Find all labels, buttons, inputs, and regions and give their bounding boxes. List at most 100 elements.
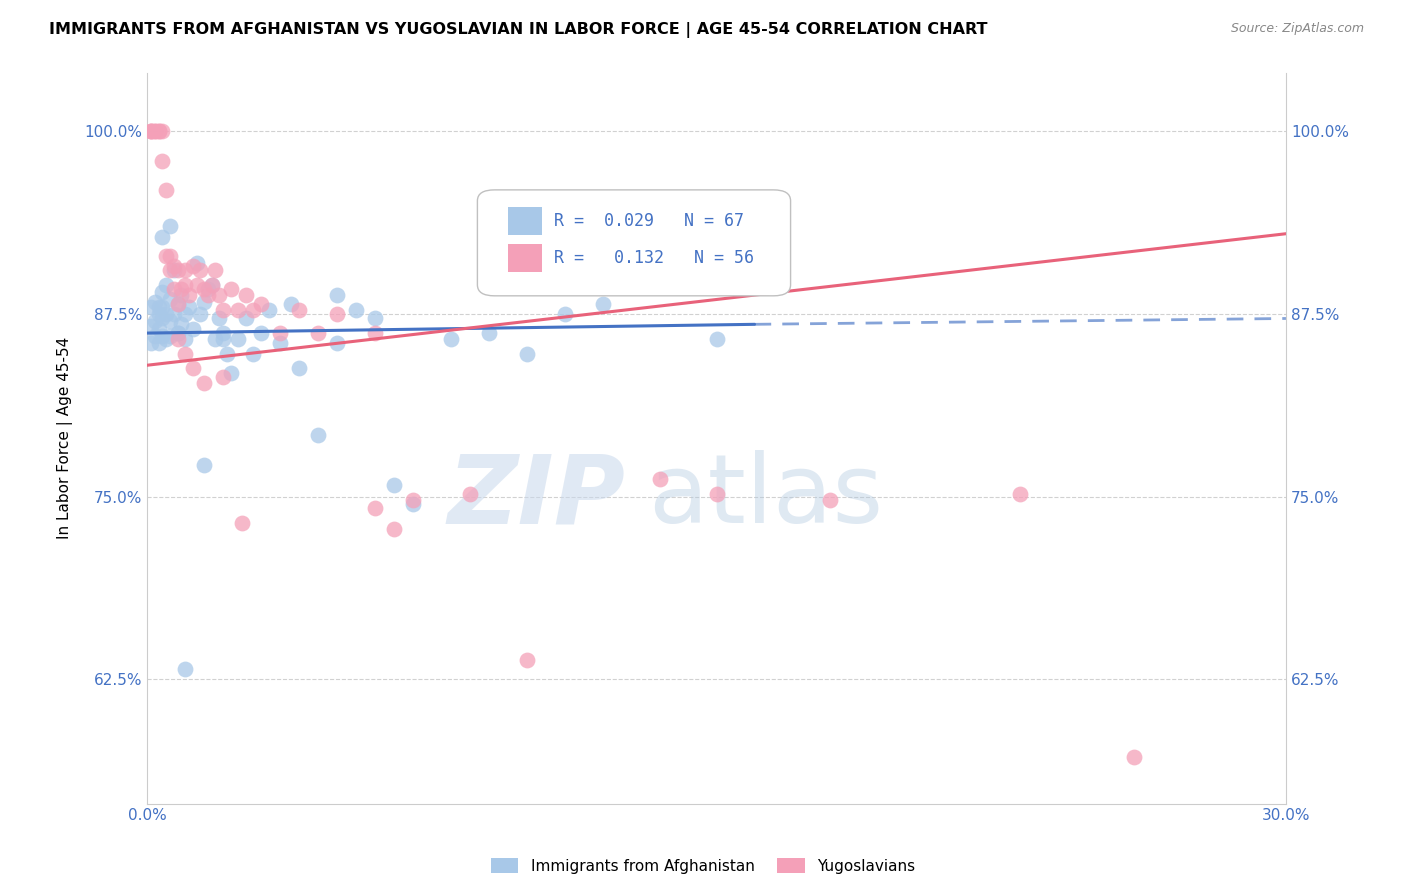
Point <box>139 124 162 138</box>
Point <box>150 311 173 326</box>
Point <box>516 346 538 360</box>
Point <box>148 124 170 138</box>
Point <box>166 297 188 311</box>
Point <box>242 302 264 317</box>
Point <box>174 332 197 346</box>
Point <box>204 263 226 277</box>
Point <box>159 249 181 263</box>
Point <box>143 295 166 310</box>
Point <box>188 307 211 321</box>
Y-axis label: In Labor Force | Age 45-54: In Labor Force | Age 45-54 <box>58 337 73 540</box>
Point <box>174 263 197 277</box>
Point <box>364 501 387 516</box>
Point <box>193 376 215 390</box>
Point <box>231 516 253 530</box>
Point <box>382 478 405 492</box>
Point <box>166 326 188 340</box>
Point <box>148 300 170 314</box>
Point <box>208 288 231 302</box>
Point <box>212 370 235 384</box>
FancyBboxPatch shape <box>478 190 790 296</box>
Point <box>364 326 387 340</box>
Point <box>201 277 224 292</box>
Point <box>706 332 728 346</box>
Point <box>159 219 181 234</box>
Point <box>212 332 235 346</box>
Point <box>150 300 173 314</box>
Point <box>307 326 329 340</box>
Point <box>188 263 211 277</box>
Point <box>150 124 173 138</box>
Point <box>257 302 280 317</box>
Point <box>174 307 197 321</box>
Text: R =  0.029   N = 67: R = 0.029 N = 67 <box>554 212 744 230</box>
Point <box>139 124 162 138</box>
Point <box>269 326 291 340</box>
Point <box>163 307 186 321</box>
Point <box>143 329 166 343</box>
Point <box>155 332 177 346</box>
Point <box>288 361 311 376</box>
Point <box>139 318 162 333</box>
Point <box>163 259 186 273</box>
Point <box>174 346 197 360</box>
Point <box>269 336 291 351</box>
Point <box>458 487 481 501</box>
Point <box>155 307 177 321</box>
Point <box>326 288 349 302</box>
Point <box>201 277 224 292</box>
Point <box>177 300 200 314</box>
Point <box>208 311 231 326</box>
Point <box>648 472 671 486</box>
Point <box>155 183 177 197</box>
Point <box>382 522 405 536</box>
Point <box>174 662 197 676</box>
Point <box>186 256 208 270</box>
Legend: Immigrants from Afghanistan, Yugoslavians: Immigrants from Afghanistan, Yugoslavian… <box>485 852 921 880</box>
Text: IMMIGRANTS FROM AFGHANISTAN VS YUGOSLAVIAN IN LABOR FORCE | AGE 45-54 CORRELATIO: IMMIGRANTS FROM AFGHANISTAN VS YUGOSLAVI… <box>49 22 987 38</box>
Point <box>215 346 238 360</box>
Point <box>820 492 842 507</box>
FancyBboxPatch shape <box>508 244 543 272</box>
Point <box>326 336 349 351</box>
Point <box>197 282 219 296</box>
Point <box>440 332 463 346</box>
Point <box>170 282 193 296</box>
Point <box>166 263 188 277</box>
Point <box>219 366 242 380</box>
Point <box>402 497 425 511</box>
Point <box>516 653 538 667</box>
Point <box>181 259 204 273</box>
Point <box>235 288 257 302</box>
Point <box>478 326 501 340</box>
Point <box>226 332 249 346</box>
Point <box>148 322 170 336</box>
Text: R =   0.132   N = 56: R = 0.132 N = 56 <box>554 249 754 267</box>
Point <box>143 124 166 138</box>
Text: Source: ZipAtlas.com: Source: ZipAtlas.com <box>1230 22 1364 36</box>
Point <box>181 322 204 336</box>
Point <box>235 311 257 326</box>
Point <box>219 282 242 296</box>
Point <box>163 263 186 277</box>
Point <box>163 282 186 296</box>
Point <box>364 311 387 326</box>
Point <box>155 277 177 292</box>
Point <box>402 492 425 507</box>
Point <box>159 263 181 277</box>
Point <box>166 332 188 346</box>
Point <box>159 329 181 343</box>
Point <box>148 307 170 321</box>
Point <box>193 295 215 310</box>
Point <box>150 285 173 300</box>
Point <box>226 302 249 317</box>
Point <box>193 458 215 472</box>
Point <box>212 302 235 317</box>
Point <box>159 293 181 307</box>
Point <box>554 307 576 321</box>
Point <box>148 124 170 138</box>
Point <box>706 487 728 501</box>
Point <box>166 326 188 340</box>
Point <box>197 288 219 302</box>
Point <box>159 314 181 328</box>
